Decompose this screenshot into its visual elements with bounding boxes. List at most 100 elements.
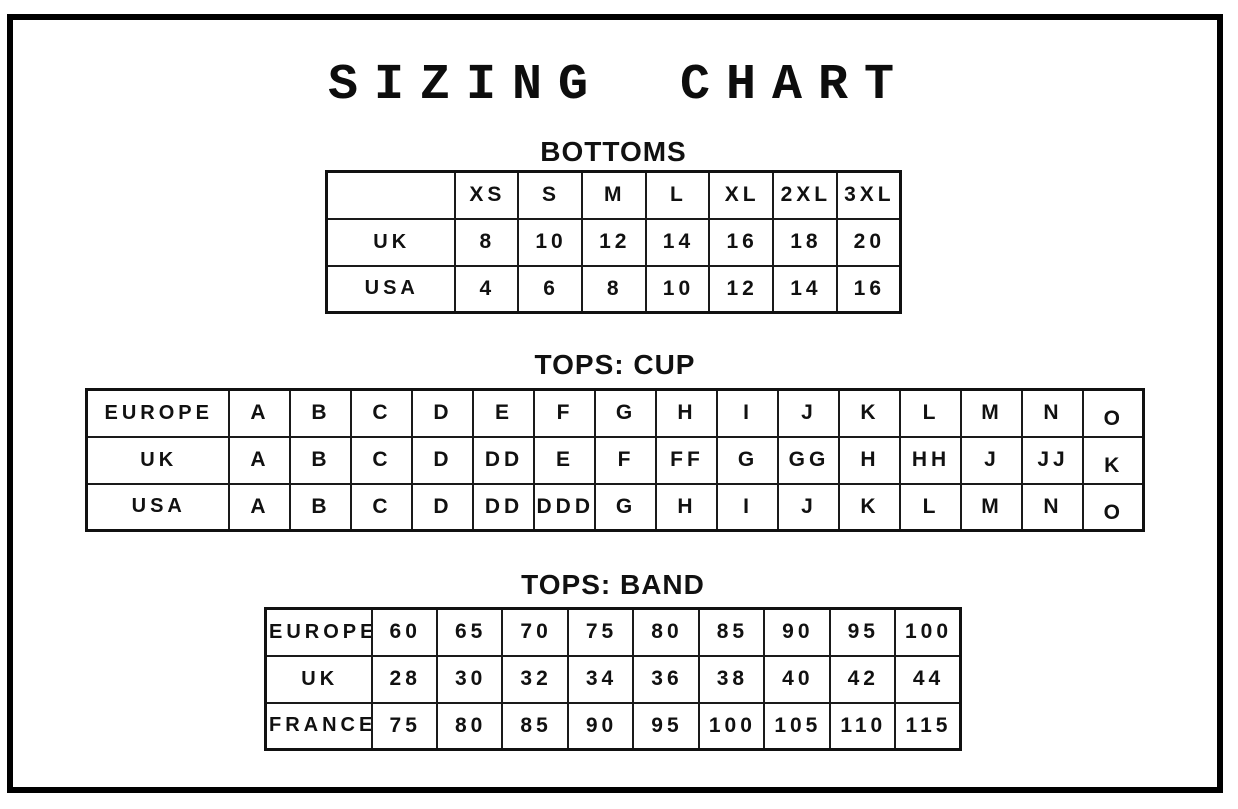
size-value-cell: 16: [835, 264, 902, 314]
size-value-cell: H: [654, 482, 718, 532]
size-value-cell: D: [410, 482, 474, 532]
size-value-cell: C: [349, 388, 413, 438]
size-value-cell: 42: [828, 654, 897, 704]
size-value-cell: E: [532, 435, 596, 485]
size-value-cell: H: [654, 388, 718, 438]
size-value-cell: 14: [644, 217, 711, 267]
size-value-cell: 6: [517, 264, 583, 314]
size-value-cell: D: [410, 388, 474, 438]
tops-cup-size-table: EUROPE A B C D E F G H I J K L M N O UK A B C D DD E F FF G GG H HH J…: [85, 388, 1145, 532]
size-value-cell: 80: [632, 607, 700, 657]
size-value-cell: F: [532, 388, 596, 438]
bottoms-size-table: XS S M L XL 2XL 3XL UK 8 10 12 14 16 18 20 USA 4 6 8 10 12 14…: [325, 170, 902, 314]
size-value-cell: K: [837, 388, 901, 438]
table-row: EUROPE 60 65 70 75 80 85 90 95 100: [264, 607, 962, 657]
table-row: XS S M L XL 2XL 3XL: [325, 170, 902, 220]
size-value-cell: B: [288, 482, 352, 532]
size-value-cell: 90: [763, 607, 831, 657]
size-value-cell: H: [837, 435, 901, 485]
size-value-cell: S: [517, 170, 583, 220]
size-value-cell: A: [227, 435, 291, 485]
size-value-cell: B: [288, 435, 352, 485]
size-value-cell: 85: [697, 607, 766, 657]
section-heading-tops-cup: TOPS: CUP: [534, 349, 696, 380]
size-value-cell: 4: [453, 264, 520, 314]
size-value-cell: 110: [828, 701, 897, 751]
size-value-cell: 95: [632, 701, 700, 751]
size-value-cell: 75: [370, 701, 438, 751]
size-value-cell: G: [593, 482, 657, 532]
size-value-cell: 105: [763, 701, 831, 751]
size-value-cell: 95: [828, 607, 897, 657]
size-value-cell: 14: [772, 264, 838, 314]
size-value-cell: J: [959, 435, 1023, 485]
size-value-cell: M: [959, 388, 1023, 438]
row-label-cell: UK: [85, 435, 230, 485]
tops-band-size-table: EUROPE 60 65 70 75 80 85 90 95 100 UK 28 30 32 34 36 38 4…: [264, 607, 962, 751]
size-value-cell: 40: [763, 654, 831, 704]
size-value-cell: 12: [708, 264, 775, 314]
size-value-cell: N: [1020, 482, 1084, 532]
size-value-cell: 65: [435, 607, 504, 657]
size-value-cell: K: [837, 482, 901, 532]
size-value-cell: 12: [580, 217, 647, 267]
size-value-cell: M: [959, 482, 1023, 532]
section-heading-tops-band: TOPS: BAND: [521, 569, 705, 600]
size-value-cell: DDD: [532, 482, 596, 532]
table-row: FRANCE 75 80 85 90 95 100 105 110 115: [264, 701, 962, 751]
table-row: EUROPE A B C D E F G H I J K L M N O: [85, 388, 1145, 438]
row-label-cell: EUROPE: [85, 388, 230, 438]
size-value-cell: 34: [566, 654, 635, 704]
row-label-cell: [325, 170, 456, 220]
size-value-cell: C: [349, 482, 413, 532]
size-value-cell: A: [227, 388, 291, 438]
size-value-cell: A: [227, 482, 291, 532]
row-label-cell: USA: [85, 482, 230, 532]
size-value-cell: XS: [453, 170, 520, 220]
size-value-cell: O: [1081, 482, 1145, 532]
size-value-cell: 10: [644, 264, 711, 314]
table-row: USA 4 6 8 10 12 14 16: [325, 264, 902, 314]
size-value-cell: O: [1081, 388, 1145, 438]
size-value-cell: 16: [708, 217, 775, 267]
size-value-cell: 115: [894, 701, 962, 751]
size-value-cell: 44: [894, 654, 962, 704]
size-value-cell: J: [776, 388, 840, 438]
size-value-cell: 18: [772, 217, 838, 267]
size-value-cell: 32: [501, 654, 569, 704]
page-title: SIZING CHART: [327, 57, 911, 114]
size-value-cell: G: [715, 435, 779, 485]
size-value-cell: 80: [435, 701, 504, 751]
size-value-cell: I: [715, 388, 779, 438]
size-value-cell: N: [1020, 388, 1084, 438]
table-row: UK 8 10 12 14 16 18 20: [325, 217, 902, 267]
size-value-cell: JJ: [1020, 435, 1084, 485]
size-value-cell: DD: [471, 482, 535, 532]
size-value-cell: 85: [501, 701, 569, 751]
row-label-cell: UK: [325, 217, 456, 267]
size-value-cell: 10: [517, 217, 583, 267]
size-value-cell: 70: [501, 607, 569, 657]
size-value-cell: L: [898, 388, 962, 438]
size-value-cell: FF: [654, 435, 718, 485]
size-value-cell: 38: [697, 654, 766, 704]
size-value-cell: J: [776, 482, 840, 532]
size-value-cell: F: [593, 435, 657, 485]
size-value-cell: E: [471, 388, 535, 438]
size-value-cell: C: [349, 435, 413, 485]
size-value-cell: DD: [471, 435, 535, 485]
size-value-cell: GG: [776, 435, 840, 485]
table-row: UK A B C D DD E F FF G GG H HH J JJ K: [85, 435, 1145, 485]
size-value-cell: L: [898, 482, 962, 532]
row-label-cell: UK: [264, 654, 373, 704]
size-value-cell: 8: [453, 217, 520, 267]
size-value-cell: 30: [435, 654, 504, 704]
table-row: UK 28 30 32 34 36 38 40 42 44: [264, 654, 962, 704]
size-value-cell: K: [1081, 435, 1145, 485]
size-value-cell: G: [593, 388, 657, 438]
size-value-cell: 60: [370, 607, 438, 657]
size-value-cell: 36: [632, 654, 700, 704]
row-label-cell: EUROPE: [264, 607, 373, 657]
table-row: USA A B C D DD DDD G H I J K L M N O: [85, 482, 1145, 532]
